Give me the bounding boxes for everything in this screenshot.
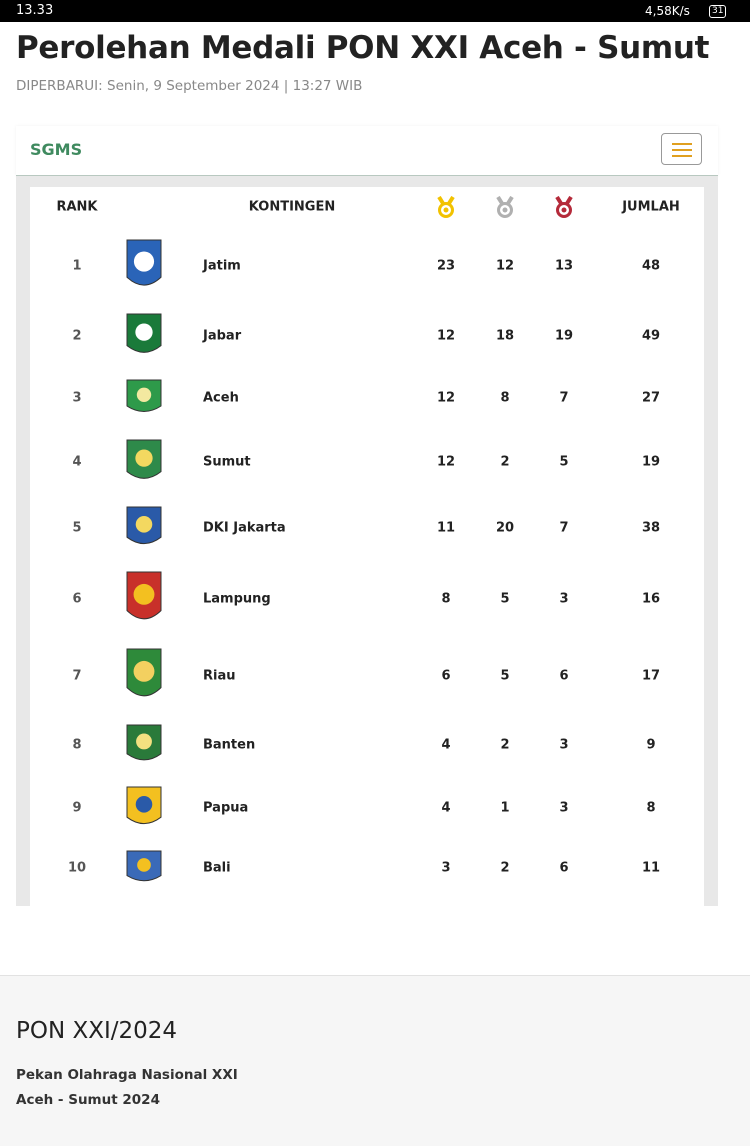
updated-time: DIPERBARUI: Senin, 9 September 2024 | 13…	[16, 78, 363, 94]
emblem	[126, 239, 162, 286]
rank: 1	[72, 258, 82, 274]
battery: 31	[709, 5, 727, 18]
emblem	[126, 786, 162, 825]
emblem	[126, 724, 162, 761]
bronze-count: 6	[559, 668, 569, 684]
rank: 9	[72, 800, 82, 816]
total-count: 27	[641, 390, 661, 406]
brand[interactable]: SGMS	[30, 140, 83, 159]
bronze-count: 7	[559, 390, 569, 406]
silver-count: 20	[495, 520, 515, 536]
silver-count: 12	[495, 258, 515, 274]
contingent-name: Papua	[203, 800, 249, 816]
silver-count: 1	[500, 800, 510, 816]
footer-line: Aceh - Sumut 2024	[16, 1092, 160, 1108]
bronze-count: 6	[559, 860, 569, 876]
rank: 3	[72, 390, 82, 406]
column-header: KONTINGEN	[248, 199, 336, 215]
emblem	[126, 313, 162, 353]
bronze-count: 3	[559, 591, 569, 607]
page-title: Perolehan Medali PON XXI Aceh - Sumut	[16, 30, 710, 66]
medal-table: RANK KONTINGEN JUMLAH 1 Jatim 23 12 13 48 2 Jabar 1…	[30, 187, 704, 906]
rank: 8	[72, 737, 82, 753]
status-time: 13.33	[16, 3, 54, 18]
gold-count: 12	[436, 454, 456, 470]
total-count: 49	[641, 328, 661, 344]
column-header: RANK	[56, 199, 98, 215]
silver-count: 5	[500, 668, 510, 684]
gold-count: 4	[441, 737, 451, 753]
contingent-name: Banten	[203, 737, 256, 753]
silver-count: 5	[500, 591, 510, 607]
emblem	[126, 379, 162, 412]
rank: 10	[67, 860, 87, 876]
gold-count: 6	[441, 668, 451, 684]
bronze-count: 7	[559, 520, 569, 536]
column-header: JUMLAH	[622, 199, 680, 215]
divider	[0, 975, 750, 976]
contingent-name: DKI Jakarta	[203, 520, 286, 536]
gold-count: 11	[436, 520, 456, 536]
gold-count: 23	[436, 258, 456, 274]
footer-title: PON XXI/2024	[16, 1018, 178, 1044]
status-bar: 13.33 4,58K/s 31	[0, 0, 750, 22]
total-count: 48	[641, 258, 661, 274]
total-count: 9	[646, 737, 656, 753]
contingent-name: Jatim	[203, 258, 241, 274]
rank: 4	[72, 454, 82, 470]
silver-count: 2	[500, 737, 510, 753]
silver-count: 8	[500, 390, 510, 406]
emblem	[126, 648, 162, 697]
total-count: 11	[641, 860, 661, 876]
menu-toggle[interactable]	[661, 133, 702, 165]
total-count: 19	[641, 454, 661, 470]
bronze-count: 3	[559, 800, 569, 816]
gold-count: 3	[441, 860, 451, 876]
total-count: 16	[641, 591, 661, 607]
contingent-name: Jabar	[203, 328, 242, 344]
bronze-count: 19	[554, 328, 574, 344]
medal-icon	[437, 196, 455, 218]
gold-count: 12	[436, 328, 456, 344]
gold-count: 4	[441, 800, 451, 816]
silver-count: 2	[500, 860, 510, 876]
bronze-count: 3	[559, 737, 569, 753]
medal-icon	[496, 196, 514, 218]
contingent-name: Aceh	[203, 390, 239, 406]
rank: 2	[72, 328, 82, 344]
contingent-name: Lampung	[203, 591, 271, 607]
rank: 6	[72, 591, 82, 607]
emblem	[126, 439, 162, 479]
medal-icon	[555, 196, 573, 218]
emblem	[126, 850, 162, 882]
navbar: SGMS	[16, 126, 718, 176]
footer: PON XXI/2024 Pekan Olahraga Nasional XXI…	[0, 976, 750, 1146]
emblem	[126, 571, 162, 620]
bronze-count: 5	[559, 454, 569, 470]
contingent-name: Bali	[203, 860, 231, 876]
bronze-count: 13	[554, 258, 574, 274]
silver-count: 18	[495, 328, 515, 344]
emblem	[126, 506, 162, 545]
total-count: 38	[641, 520, 661, 536]
footer-line: Pekan Olahraga Nasional XXI	[16, 1067, 238, 1083]
total-count: 8	[646, 800, 656, 816]
contingent-name: Sumut	[203, 454, 251, 470]
rank: 5	[72, 520, 82, 536]
rank: 7	[72, 668, 82, 684]
gold-count: 8	[441, 591, 451, 607]
network-speed: 4,58K/s	[645, 4, 690, 18]
contingent-name: Riau	[203, 668, 236, 684]
gold-count: 12	[436, 390, 456, 406]
silver-count: 2	[500, 454, 510, 470]
total-count: 17	[641, 668, 661, 684]
